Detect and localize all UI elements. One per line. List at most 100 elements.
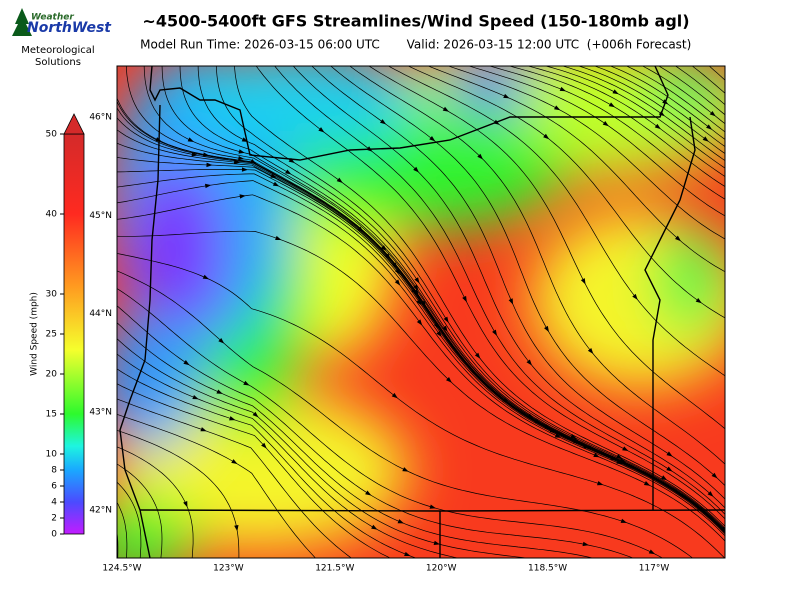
lat-label: 45°N bbox=[89, 211, 112, 221]
colorbar-tick-label: 0 bbox=[51, 530, 57, 540]
streamline bbox=[467, 66, 725, 217]
stream-arrow bbox=[416, 299, 422, 306]
stream-arrow bbox=[648, 549, 656, 555]
stream-arrow bbox=[543, 133, 550, 140]
colorbar-tick-label: 8 bbox=[51, 466, 57, 476]
stream-arrow bbox=[397, 519, 404, 524]
stream-arrow bbox=[261, 442, 267, 449]
stream-arrow bbox=[582, 541, 589, 547]
logo-subtitle: Meteorological bbox=[21, 45, 94, 56]
streamline bbox=[117, 194, 725, 537]
borders bbox=[119, 66, 725, 558]
colorbar-tick-label: 50 bbox=[46, 130, 58, 140]
streamline bbox=[117, 288, 664, 558]
streamline bbox=[544, 66, 725, 169]
stream-arrow bbox=[702, 136, 709, 142]
streamline bbox=[117, 169, 725, 534]
stream-arrow bbox=[243, 380, 250, 386]
stream-arrow bbox=[204, 183, 212, 189]
streamline bbox=[117, 383, 391, 558]
stream-arrow bbox=[192, 394, 199, 400]
map-frame bbox=[116, 65, 726, 559]
stream-arrow bbox=[394, 279, 401, 286]
stream-arrow bbox=[726, 533, 733, 540]
stream-arrow bbox=[666, 466, 673, 472]
stream-arrow bbox=[711, 472, 718, 479]
stream-arrow bbox=[709, 110, 716, 117]
colorbar-tick-label: 15 bbox=[46, 410, 57, 420]
stream-arrow bbox=[202, 274, 210, 280]
stream-arrow bbox=[270, 173, 277, 179]
stream-arrow bbox=[183, 360, 190, 366]
stream-arrow bbox=[414, 277, 420, 284]
blob bbox=[180, 66, 420, 150]
stream-arrow bbox=[206, 162, 213, 168]
valid-time: Valid: 2026-03-15 12:00 UTC (+006h Forec… bbox=[407, 38, 692, 52]
stream-arrow bbox=[285, 169, 292, 175]
stream-arrow bbox=[392, 262, 398, 269]
stream-arrow bbox=[238, 155, 245, 161]
streamline bbox=[117, 501, 128, 558]
streamline bbox=[234, 66, 725, 527]
stream-arrow bbox=[706, 124, 713, 130]
streamline bbox=[387, 66, 725, 377]
stream-arrow bbox=[442, 325, 448, 332]
stream-arrow bbox=[608, 102, 616, 108]
lon-label: 124.5°W bbox=[102, 564, 141, 574]
stream-arrow bbox=[391, 392, 398, 399]
state-border bbox=[149, 66, 669, 161]
streamline bbox=[447, 66, 725, 240]
colorbar-tick-label: 4 bbox=[51, 498, 57, 508]
streamline bbox=[407, 66, 725, 319]
stream-arrow bbox=[587, 347, 594, 355]
colorbar-label: Wind Speed (mph) bbox=[30, 292, 40, 376]
streamline bbox=[708, 66, 725, 81]
stream-arrow bbox=[429, 504, 436, 509]
stream-arrow bbox=[593, 452, 600, 458]
streamline bbox=[161, 66, 725, 532]
stream-arrow bbox=[200, 427, 207, 432]
colorbar-tick-label: 10 bbox=[46, 450, 58, 460]
streamline bbox=[526, 66, 725, 177]
colorbar-extend bbox=[63, 113, 85, 135]
state-border bbox=[644, 116, 696, 510]
graticule-labels: 46°N 45°N 44°N 43°N 42°N 124.5°W 123°W 121.5°W 1… bbox=[89, 113, 669, 574]
stream-arrow bbox=[413, 166, 419, 173]
lon-label: 121.5°W bbox=[315, 564, 354, 574]
lon-label: 117°W bbox=[639, 564, 670, 574]
streamline bbox=[507, 66, 725, 187]
blob bbox=[655, 225, 725, 335]
lon-label: 120°W bbox=[426, 564, 457, 574]
streamline bbox=[330, 66, 725, 487]
streamline bbox=[561, 66, 725, 162]
streamline bbox=[274, 66, 725, 515]
stream-arrow bbox=[402, 467, 409, 472]
stream-arrow bbox=[229, 416, 236, 421]
streamline bbox=[117, 180, 725, 535]
streamline bbox=[179, 66, 725, 531]
streamline bbox=[674, 66, 725, 106]
stream-arrow bbox=[395, 268, 401, 275]
logo-subtitle: Solutions bbox=[35, 57, 81, 68]
colorbar-tick-label: 25 bbox=[46, 330, 57, 340]
stream-arrow bbox=[675, 235, 681, 242]
stream-arrow bbox=[474, 352, 481, 359]
stream-arrow bbox=[416, 319, 423, 326]
stream-arrow bbox=[580, 278, 586, 285]
colorbar-tick-label: 20 bbox=[46, 370, 58, 380]
stream-arrow bbox=[384, 253, 391, 260]
stream-arrow bbox=[544, 325, 549, 333]
stream-arrow bbox=[272, 181, 280, 187]
streamline bbox=[368, 66, 725, 430]
stream-arrow bbox=[559, 86, 567, 92]
streamline bbox=[593, 66, 725, 148]
stream-arrow bbox=[503, 93, 510, 99]
colorbar-tick-label: 30 bbox=[46, 290, 58, 300]
streamline bbox=[117, 368, 417, 558]
stream-arrow bbox=[234, 525, 239, 532]
stream-arrow bbox=[526, 359, 532, 366]
stream-arrow bbox=[233, 159, 241, 165]
streamlines bbox=[117, 66, 733, 558]
stream-arrow bbox=[404, 551, 411, 557]
stream-arrow bbox=[191, 152, 198, 157]
